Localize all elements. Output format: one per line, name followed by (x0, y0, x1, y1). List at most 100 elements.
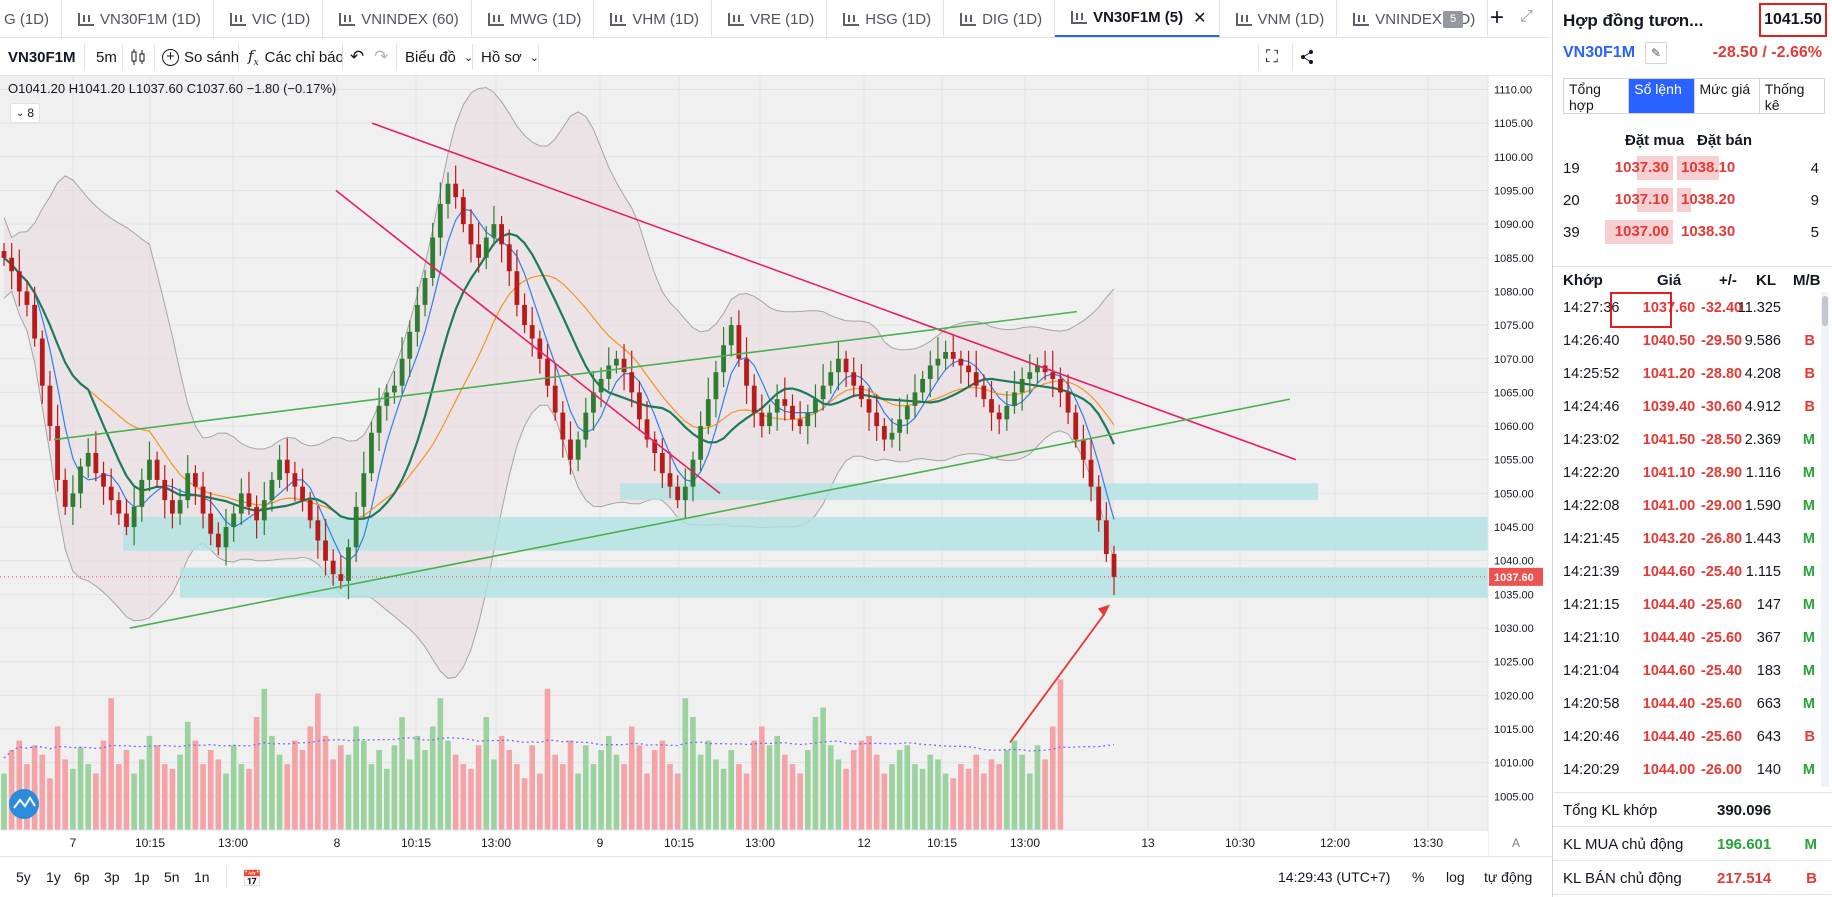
auto-scale-toggle[interactable]: tự động (1484, 869, 1533, 885)
range-6p[interactable]: 6p (74, 869, 90, 885)
range-1n[interactable]: 1n (194, 869, 210, 885)
trade-row[interactable]: 14:24:46 1039.40 -30.60 4.912 B (1553, 391, 1823, 424)
volume-bar (651, 750, 658, 830)
price-chart[interactable]: 1110.00 1105.00 1100.00 1095.00 1090.00 1085.… (0, 76, 1552, 856)
tab-item[interactable]: MWG (1D) (472, 0, 595, 37)
undo-icon[interactable]: ↶ (350, 47, 365, 66)
tab-item[interactable]: VHM (1D) (594, 0, 713, 37)
tab-item[interactable]: VN30F1M (5) ✕ (1055, 0, 1220, 37)
trades-scrollbar[interactable] (1821, 292, 1829, 787)
tab-statistics[interactable]: Thống kê (1764, 81, 1805, 113)
goto-date-icon[interactable]: 📅 (242, 871, 262, 888)
share-icon[interactable] (1299, 38, 1315, 76)
chart-style-button[interactable] (130, 38, 146, 76)
candle-body (866, 399, 872, 413)
candle-body (231, 513, 237, 528)
range-1p[interactable]: 1p (134, 869, 150, 885)
orderbook-row[interactable]: 39 1037.00 1038.30 5 (1553, 216, 1832, 248)
tab-item[interactable]: HSG (1D) (827, 0, 945, 37)
orderbook-row[interactable]: 20 1037.10 1038.20 9 (1553, 184, 1832, 216)
candle-body (399, 358, 405, 386)
candle-body (529, 325, 535, 339)
trade-price: 1037.60 (1642, 300, 1696, 316)
volume-ma-line (3, 737, 1115, 759)
trade-change: -28.90 (1701, 465, 1743, 481)
candle-body (147, 459, 152, 480)
compare-button[interactable]: + So sánh (162, 38, 239, 76)
profile-dropdown[interactable]: Hồ sơ ⌄ (481, 38, 539, 76)
log-toggle[interactable]: log (1446, 869, 1465, 885)
trades-list[interactable]: 14:27:36 1037.60 -32.40 11.325 14:26:40 1040.… (1553, 292, 1832, 787)
edit-icon[interactable]: ✎ (1645, 42, 1667, 64)
tab-price-levels[interactable]: Mức giá (1695, 79, 1760, 113)
tab-item[interactable]: VNINDEX (60) (323, 0, 472, 37)
volume-bar (131, 773, 137, 830)
candle-body (1035, 365, 1040, 373)
price-tick-label: 1035.00 (1494, 589, 1534, 601)
trade-volume: 1.590 (1744, 498, 1781, 514)
tab-count-badge[interactable]: 5 (1443, 11, 1463, 28)
candle-body (981, 385, 987, 400)
tab-orderbook[interactable]: Sổ lệnh (1629, 79, 1695, 113)
tab-item[interactable]: DIG (1D) (944, 0, 1056, 37)
fullscreen-icon[interactable]: ⛶ (1266, 47, 1278, 66)
trade-volume: 11.325 (1737, 300, 1781, 316)
orderbook-row[interactable]: 19 1037.30 1038.10 4 (1553, 152, 1832, 184)
trade-row[interactable]: 14:22:08 1041.00 -29.00 1.590 M (1553, 490, 1823, 523)
trade-row[interactable]: 14:21:15 1044.40 -25.60 147 M (1553, 589, 1823, 622)
trade-row[interactable]: 14:21:04 1044.60 -25.40 183 M (1553, 655, 1823, 688)
close-icon[interactable]: ✕ (1193, 9, 1207, 27)
tab-item[interactable]: VIC (1D) (214, 0, 324, 37)
volume-bar (406, 759, 413, 830)
trade-row[interactable]: 14:21:10 1044.40 -25.60 367 M (1553, 622, 1823, 655)
bid-depth-bar (1637, 156, 1673, 180)
chart-canvas[interactable]: 1110.00 1105.00 1100.00 1095.00 1090.00 1085.… (0, 76, 1552, 856)
add-tab-icon[interactable]: + (1490, 4, 1505, 31)
trade-row[interactable]: 14:26:40 1040.50 -29.50 9.586 B (1553, 325, 1823, 358)
range-5n[interactable]: 5n (164, 869, 180, 885)
tab-label: HSG (1D) (865, 10, 932, 28)
candle-body (591, 392, 596, 413)
tab-item[interactable]: VNM (1D) (1220, 0, 1338, 37)
candle-body (1, 251, 7, 258)
candle-body (805, 412, 811, 427)
trade-price: 1041.00 (1642, 498, 1696, 514)
volume-bar (567, 740, 574, 830)
tab-item[interactable]: VN30F1M (1D) (62, 0, 214, 37)
range-1y[interactable]: 1y (46, 869, 61, 885)
axis-auto-label[interactable]: A (1512, 836, 1520, 850)
volume-bar (100, 740, 107, 830)
interval-button[interactable]: 5m (96, 48, 117, 66)
chart-icon (843, 12, 860, 26)
expand-icon[interactable]: ⤢ (1520, 8, 1533, 25)
trade-row[interactable]: 14:20:58 1044.40 -25.60 663 M (1553, 688, 1823, 721)
trade-price: 1040.50 (1642, 333, 1696, 349)
trade-row[interactable]: 14:23:02 1041.50 -28.50 2.369 M (1553, 424, 1823, 457)
trade-row[interactable]: 14:21:39 1044.60 -25.40 1.115 M (1553, 556, 1823, 589)
tab-item[interactable]: VRE (1D) (712, 0, 828, 37)
tab-item[interactable]: G (1D) (0, 0, 62, 37)
candle-body (621, 358, 627, 373)
candle-body (131, 506, 137, 528)
trade-row[interactable]: 14:22:20 1041.10 -28.90 1.116 M (1553, 457, 1823, 490)
chart-type-dropdown[interactable]: Biểu đồ ⌄ (405, 38, 473, 76)
range-5y[interactable]: 5y (16, 869, 31, 885)
trade-row[interactable]: 14:21:45 1043.20 -26.80 1.443 M (1553, 523, 1823, 556)
indicators-toggle[interactable]: ⌄ 8 (10, 103, 40, 123)
indicators-button[interactable]: fx Các chỉ báo (248, 38, 344, 76)
range-3p[interactable]: 3p (104, 869, 120, 885)
trade-row[interactable]: 14:27:36 1037.60 -32.40 11.325 (1553, 292, 1823, 325)
trade-change: -32.40 (1701, 300, 1743, 316)
redo-icon[interactable]: ↷ (374, 47, 389, 66)
trade-row[interactable]: 14:20:46 1044.40 -25.60 643 B (1553, 721, 1823, 754)
trade-row[interactable]: 14:25:52 1041.20 -28.80 4.208 B (1553, 358, 1823, 391)
percent-toggle[interactable]: % (1412, 869, 1425, 885)
volume-bar (123, 750, 130, 830)
buy-header: Đặt mua (1625, 132, 1685, 149)
trade-row[interactable]: 14:20:29 1044.00 -26.00 140 M (1553, 754, 1823, 787)
symbol-search-button[interactable]: VN30F1M (8, 48, 76, 66)
panel-symbol[interactable]: VN30F1M (1563, 44, 1636, 61)
candle-body (1080, 439, 1086, 460)
tab-summary[interactable]: Tổng hợp (1564, 79, 1630, 113)
tab-item[interactable]: VNINDEX (1D) (1337, 0, 1489, 37)
